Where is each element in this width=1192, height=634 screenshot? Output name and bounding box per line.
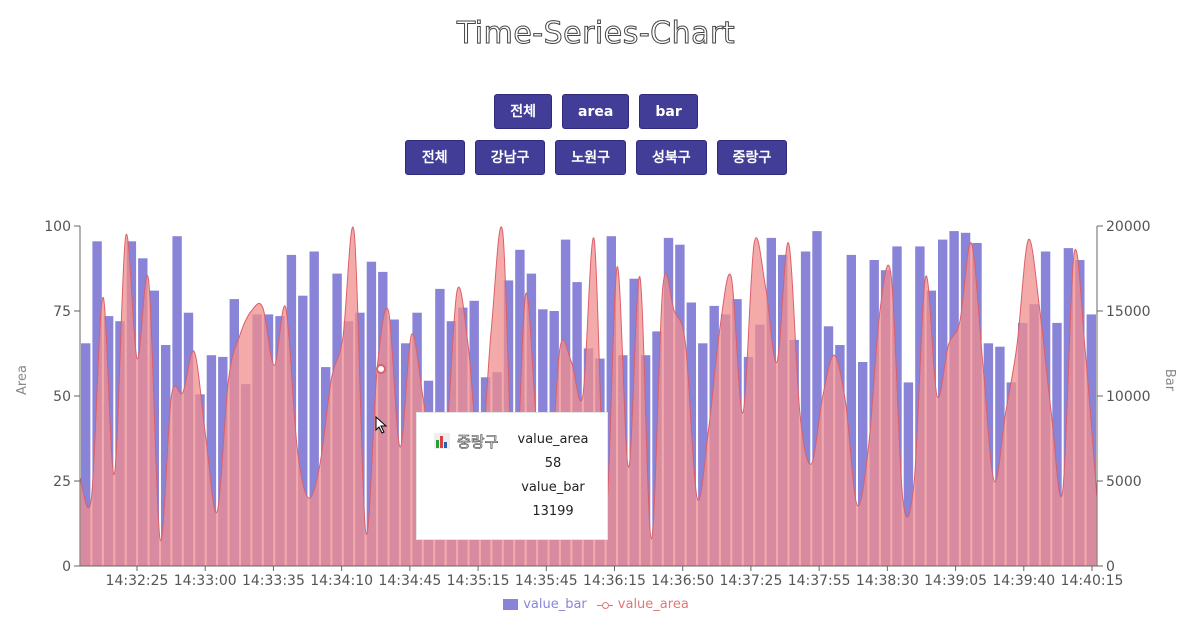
x-tick-label: 14:38:30 [856, 573, 919, 589]
x-tick-label: 14:32:25 [106, 573, 169, 589]
x-tick-label: 14:34:10 [310, 573, 373, 589]
x-tick-label: 14:36:15 [583, 573, 646, 589]
y-left-tick-label: 50 [53, 389, 71, 405]
y-right-tick-label: 10000 [1106, 389, 1151, 405]
tooltip-bar-label: value_bar [521, 480, 585, 495]
y-axis-left-label: Area [15, 365, 30, 395]
bar-mark[interactable] [800, 251, 811, 567]
x-tick-label: 14:39:40 [992, 573, 1055, 589]
chart-legend: value_bar value_area [0, 597, 1192, 612]
district-filter-group: 전체 강남구 노원구 성북구 중랑구 [0, 140, 1192, 175]
bar-mark[interactable] [812, 231, 822, 566]
x-tick-label: 14:37:55 [788, 573, 851, 589]
y-right-tick-label: 15000 [1106, 304, 1151, 320]
legend-bar-label: value_bar [523, 597, 587, 612]
bar-mark[interactable] [206, 355, 217, 566]
bar-mark[interactable] [858, 362, 868, 566]
mouse-cursor-icon [375, 415, 388, 434]
tooltip-bar-value: 13199 [532, 504, 574, 519]
x-tick-label: 14:35:45 [515, 573, 578, 589]
filter-type-area-button[interactable]: area [562, 94, 630, 129]
tooltip-area-label: value_area [517, 432, 589, 447]
y-left-tick-label: 75 [53, 304, 71, 320]
y-left-tick-label: 25 [53, 474, 71, 490]
y-left-tick-label: 0 [62, 559, 71, 575]
filter-district-nowon-button[interactable]: 노원구 [555, 140, 626, 175]
legend-item-area[interactable]: value_area [596, 597, 689, 612]
filter-type-all-button[interactable]: 전체 [494, 94, 553, 129]
x-tick-label: 14:37:25 [719, 573, 782, 589]
area-fill [80, 226, 1097, 566]
filter-district-jungnang-button[interactable]: 중랑구 [716, 140, 788, 175]
filter-district-gangnam-button[interactable]: 강남구 [474, 140, 546, 175]
y-left-tick-label: 100 [44, 219, 71, 235]
x-tick-label: 14:39:05 [924, 573, 987, 589]
y-right-tick-label: 5000 [1106, 474, 1142, 490]
x-tick-label: 14:35:15 [447, 573, 510, 589]
filter-district-all-button[interactable]: 전체 [404, 140, 465, 175]
bar-mark[interactable] [903, 382, 914, 566]
bar-mark[interactable] [846, 254, 856, 566]
tooltip-area-value: 58 [544, 456, 562, 471]
x-tick-label: 14:33:00 [174, 573, 237, 589]
line-swatch-icon [596, 600, 613, 610]
x-tick-label: 14:33:35 [242, 573, 305, 589]
bar-mark[interactable] [1052, 322, 1062, 566]
x-tick-label: 14:34:45 [378, 573, 441, 589]
hover-point-marker [376, 364, 386, 374]
chart-tooltip: 중랑구 value_area 58 value_bar 13199 [416, 412, 608, 540]
legend-area-label: value_area [617, 597, 689, 612]
bar-swatch-icon [503, 599, 519, 610]
bar-mark[interactable] [81, 343, 91, 566]
bar-chart-icon [434, 433, 450, 449]
bar-mark[interactable] [161, 345, 171, 566]
y-right-tick-label: 0 [1106, 559, 1115, 575]
y-axis-right-label: Bar [1162, 369, 1177, 392]
tooltip-series-name: 중랑구 [457, 433, 499, 452]
y-right-tick-label: 20000 [1106, 219, 1151, 235]
bar-mark[interactable] [298, 295, 308, 566]
type-filter-group: 전체 area bar [0, 94, 1192, 129]
area-line [79, 226, 1098, 542]
x-tick-label: 14:36:50 [651, 573, 714, 589]
bar-mark[interactable] [309, 251, 319, 567]
filter-district-seongbuk-button[interactable]: 성북구 [636, 140, 707, 175]
filter-type-bar-button[interactable]: bar [639, 94, 698, 129]
bar-mark[interactable] [366, 261, 377, 566]
legend-item-bar[interactable]: value_bar [503, 597, 587, 612]
bar-mark[interactable] [698, 343, 708, 566]
x-tick-label: 14:40:15 [1061, 573, 1124, 589]
chart-title: Time-Series-Chart [456, 16, 736, 52]
